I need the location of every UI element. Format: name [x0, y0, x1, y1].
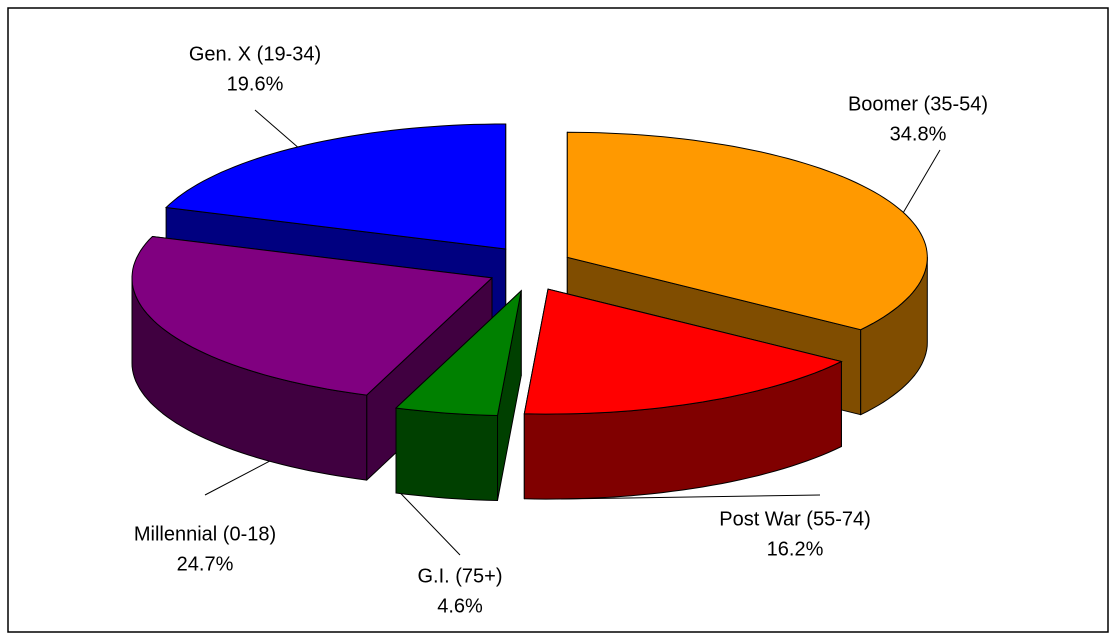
- slice-outer-wall: [395, 407, 498, 501]
- slice-value-label: 19.6%: [227, 73, 284, 95]
- slice-label: Post War (55-74): [719, 508, 871, 530]
- slice-value-label: 34.8%: [890, 123, 947, 145]
- leader-line: [254, 109, 298, 148]
- slice-top: [566, 131, 928, 331]
- slice-label: Boomer (35-54): [848, 93, 988, 115]
- slice-value-label: 16.2%: [767, 538, 824, 560]
- slice-value-label: 4.6%: [437, 595, 483, 617]
- leader-line: [560, 494, 821, 500]
- leader-line: [902, 149, 941, 213]
- slice-label: Gen. X (19-34): [189, 43, 321, 65]
- slice-label: Millennial (0-18): [134, 523, 276, 545]
- pie-tops: [131, 123, 928, 417]
- pie-labels: Boomer (35-54) 34.8% Post War (55-74) 16.2%…: [134, 43, 988, 617]
- slice-top: [523, 288, 843, 415]
- slice-value-label: 24.7%: [177, 553, 234, 575]
- slice-label: G.I. (75+): [417, 565, 502, 587]
- leader-line: [204, 460, 270, 496]
- slice-top: [394, 289, 522, 417]
- slice-top: [131, 235, 494, 396]
- leader-line: [400, 493, 461, 556]
